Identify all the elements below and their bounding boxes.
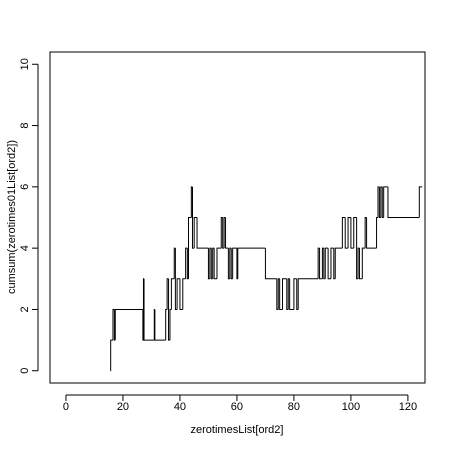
step-segment — [176, 278, 180, 310]
step-segment — [344, 217, 349, 249]
step-segment — [341, 217, 346, 249]
step-segment — [350, 217, 354, 249]
step-segment — [232, 247, 237, 279]
step-segment — [182, 278, 186, 310]
step-segment — [319, 248, 323, 280]
step-segment — [191, 186, 195, 249]
step-segment — [383, 186, 388, 218]
step-segment — [110, 339, 113, 371]
step-segment — [282, 278, 287, 310]
step-segment — [361, 247, 366, 279]
step-segment — [168, 278, 170, 341]
y-tick-label: 6 — [19, 184, 31, 190]
step-segment — [209, 247, 212, 279]
step-segment — [229, 247, 232, 279]
step-segment — [142, 309, 144, 341]
step-segment — [297, 278, 319, 310]
x-tick-label: 100 — [342, 401, 360, 413]
step-segment — [366, 217, 377, 249]
step-segment — [113, 309, 116, 341]
step-segment — [112, 308, 115, 341]
y-tick-label: 10 — [19, 58, 31, 70]
step-segment — [196, 217, 209, 249]
step-segment — [170, 278, 175, 310]
step-segment — [418, 186, 423, 218]
step-segment — [279, 278, 283, 310]
y-tick-label: 0 — [19, 368, 31, 374]
step-segment — [237, 247, 266, 279]
step-segment — [225, 217, 229, 249]
x-tick-label: 20 — [117, 401, 129, 413]
y-tick-label: 2 — [19, 306, 31, 312]
step-segment — [334, 247, 343, 279]
x-tick-label: 0 — [63, 401, 69, 413]
step-segment — [327, 248, 331, 280]
y-tick-label: 8 — [19, 122, 31, 128]
step-segment — [358, 248, 363, 280]
step-segment — [114, 308, 143, 341]
step-segment — [142, 278, 145, 341]
y-axis-label: cumsum(zerotimes01List[ord2]) — [6, 140, 18, 294]
step-segment — [287, 278, 290, 310]
step-segment — [173, 247, 176, 279]
x-tick-label: 120 — [399, 401, 417, 413]
y-tick-label: 4 — [19, 245, 31, 251]
x-tick-label: 60 — [231, 401, 243, 413]
x-axis-label: zerotimesList[ord2] — [191, 424, 284, 436]
plot-frame — [49, 51, 426, 384]
step-segment — [277, 278, 280, 310]
step-segment — [154, 309, 166, 341]
step-segment — [387, 186, 420, 218]
step-segment — [143, 278, 155, 341]
step-segment — [324, 247, 329, 279]
step-segment — [347, 217, 351, 249]
step-segment — [289, 278, 294, 310]
step-segment — [212, 247, 215, 279]
step-segment — [293, 278, 297, 310]
step-segment — [317, 247, 320, 279]
step-segment — [179, 278, 183, 310]
step-segment — [213, 248, 217, 280]
step-segment — [153, 308, 155, 341]
x-tick-label: 40 — [174, 401, 186, 413]
step-segment — [321, 247, 324, 279]
step-segment — [357, 247, 360, 279]
step-segment — [174, 248, 178, 310]
step-segment — [330, 247, 334, 279]
step-segment — [353, 217, 357, 249]
step-segment — [264, 248, 277, 280]
step-segment — [166, 278, 169, 310]
x-tick-label: 80 — [288, 401, 300, 413]
step-segment — [216, 247, 222, 279]
step-segment — [193, 217, 198, 249]
step-segment — [185, 247, 188, 279]
step-segment — [187, 217, 192, 279]
